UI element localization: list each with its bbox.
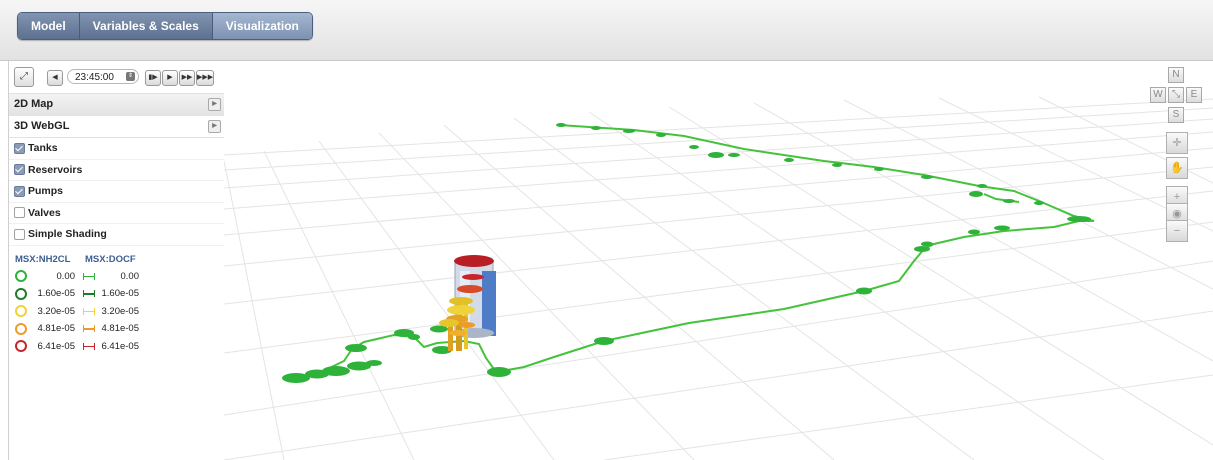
pan-icon[interactable]: ✛	[1166, 132, 1188, 154]
pumps-checkbox[interactable]	[14, 185, 25, 197]
legend-node-value: 1.60e-05	[37, 288, 75, 300]
option-pumps[interactable]: Pumps	[9, 181, 224, 203]
pipe-segment-icon	[83, 342, 95, 350]
option-valves[interactable]: Valves	[9, 203, 224, 224]
legend-link-header: MSX:DOCF	[85, 253, 136, 265]
option-tanks[interactable]: Tanks	[9, 138, 224, 160]
tab-model[interactable]: Model	[18, 13, 80, 39]
pumps	[439, 297, 475, 351]
junction-nodes	[282, 123, 1091, 383]
legend-link-value: 1.60e-05	[101, 288, 139, 300]
option-simple-shading[interactable]: Simple Shading	[9, 224, 224, 246]
option-label: Reservoirs	[28, 163, 83, 176]
legend-link-value: 0.00	[120, 270, 140, 282]
stepper-icon[interactable]: ⇕	[126, 72, 135, 81]
step-forward-icon[interactable]: ▮▶	[145, 70, 161, 86]
option-label: Simple Shading	[28, 228, 107, 240]
expand-arrow-icon[interactable]: ▶	[208, 98, 221, 111]
legend-row: 4.81e-05 4.81e-05	[15, 320, 224, 338]
pipe-segment-icon	[83, 307, 95, 315]
ground-grid	[224, 96, 1213, 460]
node-circle-icon	[15, 340, 27, 353]
legend-node-value: 6.41e-05	[37, 340, 75, 352]
legend-rows: 0.00 0.00 1.60e-05 1.60e-05 3.20e-05 3.2…	[15, 268, 224, 356]
node-circle-icon	[15, 270, 27, 283]
option-reservoirs[interactable]: Reservoirs	[9, 160, 224, 181]
tab-visualization[interactable]: Visualization	[212, 13, 312, 39]
node-circle-icon	[15, 322, 27, 335]
branch-pipe	[351, 333, 497, 373]
pipe-network	[298, 124, 1095, 378]
legend-header: MSX:NH2CL MSX:DOCF	[15, 254, 224, 268]
section-2d-map-label: 2D Map	[14, 98, 54, 110]
west-button[interactable]: W	[1150, 87, 1166, 103]
legend-row: 6.41e-05 6.41e-05	[15, 338, 224, 356]
north-button[interactable]: N	[1168, 67, 1184, 83]
playback-controls: ⤢ ◀ 23:45:00 ⇕ ▮▶ ▶ ▶▶ ▶▶▶	[9, 61, 224, 94]
section-3d-webgl[interactable]: 3D WebGL ▶	[9, 116, 224, 138]
collapse-arrow-icon[interactable]: ▶	[208, 120, 221, 133]
fast-forward-icon[interactable]: ▶▶	[179, 70, 195, 86]
network-3d-scene[interactable]	[224, 61, 1213, 460]
time-field[interactable]: 23:45:00 ⇕	[67, 69, 139, 84]
main-pipe	[495, 124, 1095, 373]
node-circle-icon	[15, 305, 27, 318]
expand-icon[interactable]: ⤢	[14, 67, 34, 87]
tab-variables-scales[interactable]: Variables & Scales	[79, 13, 213, 39]
top-toolbar: Model Variables & Scales Visualization	[0, 0, 1213, 61]
east-button[interactable]: E	[1186, 87, 1202, 103]
section-2d-map[interactable]: 2D Map ▶	[9, 94, 224, 116]
simple-shading-checkbox[interactable]	[14, 228, 25, 240]
legend-row: 3.20e-05 3.20e-05	[15, 303, 224, 321]
main-tabs: Model Variables & Scales Visualization	[17, 12, 313, 40]
step-back-icon[interactable]: ◀	[47, 70, 63, 86]
pipe-segment-icon	[83, 290, 95, 298]
section-3d-webgl-label: 3D WebGL	[14, 120, 70, 132]
legend-link-value: 6.41e-05	[101, 340, 139, 352]
legend-node-value: 3.20e-05	[37, 305, 75, 317]
play-icon[interactable]: ▶	[162, 70, 178, 86]
legend: MSX:NH2CL MSX:DOCF 0.00 0.00 1.60e-05 1.…	[9, 246, 224, 356]
tilt-icon[interactable]: ⤡	[1168, 87, 1184, 103]
node-circle-icon	[15, 287, 27, 300]
legend-row: 0.00 0.00	[15, 268, 224, 286]
option-label: Tanks	[28, 142, 58, 154]
pipe-segment-icon	[83, 272, 95, 280]
legend-node-header: MSX:NH2CL	[15, 253, 71, 265]
legend-node-value: 4.81e-05	[37, 323, 75, 335]
tanks-checkbox[interactable]	[14, 142, 25, 154]
fastest-forward-icon[interactable]: ▶▶▶	[196, 70, 214, 86]
south-button[interactable]: S	[1168, 107, 1184, 123]
webgl-viewport[interactable]	[224, 61, 1213, 460]
option-label: Pumps	[28, 185, 64, 197]
legend-node-value: 0.00	[56, 270, 76, 282]
valves-checkbox[interactable]	[14, 207, 25, 219]
reservoirs-checkbox[interactable]	[14, 164, 25, 176]
zoom-out-icon[interactable]: −	[1166, 220, 1188, 242]
sidebar: ⤢ ◀ 23:45:00 ⇕ ▮▶ ▶ ▶▶ ▶▶▶ 2D Map ▶ 3D W…	[8, 61, 225, 460]
legend-link-value: 3.20e-05	[101, 305, 139, 317]
legend-link-value: 4.81e-05	[101, 323, 139, 335]
pipe-segment-icon	[83, 325, 95, 333]
hand-icon[interactable]: ✋	[1166, 157, 1188, 179]
legend-row: 1.60e-05 1.60e-05	[15, 285, 224, 303]
time-value: 23:45:00	[75, 72, 114, 83]
navigation-controls: N W ⤡ E S ✛ ✋ + ◉ −	[1144, 67, 1206, 247]
option-label: Valves	[28, 206, 61, 219]
